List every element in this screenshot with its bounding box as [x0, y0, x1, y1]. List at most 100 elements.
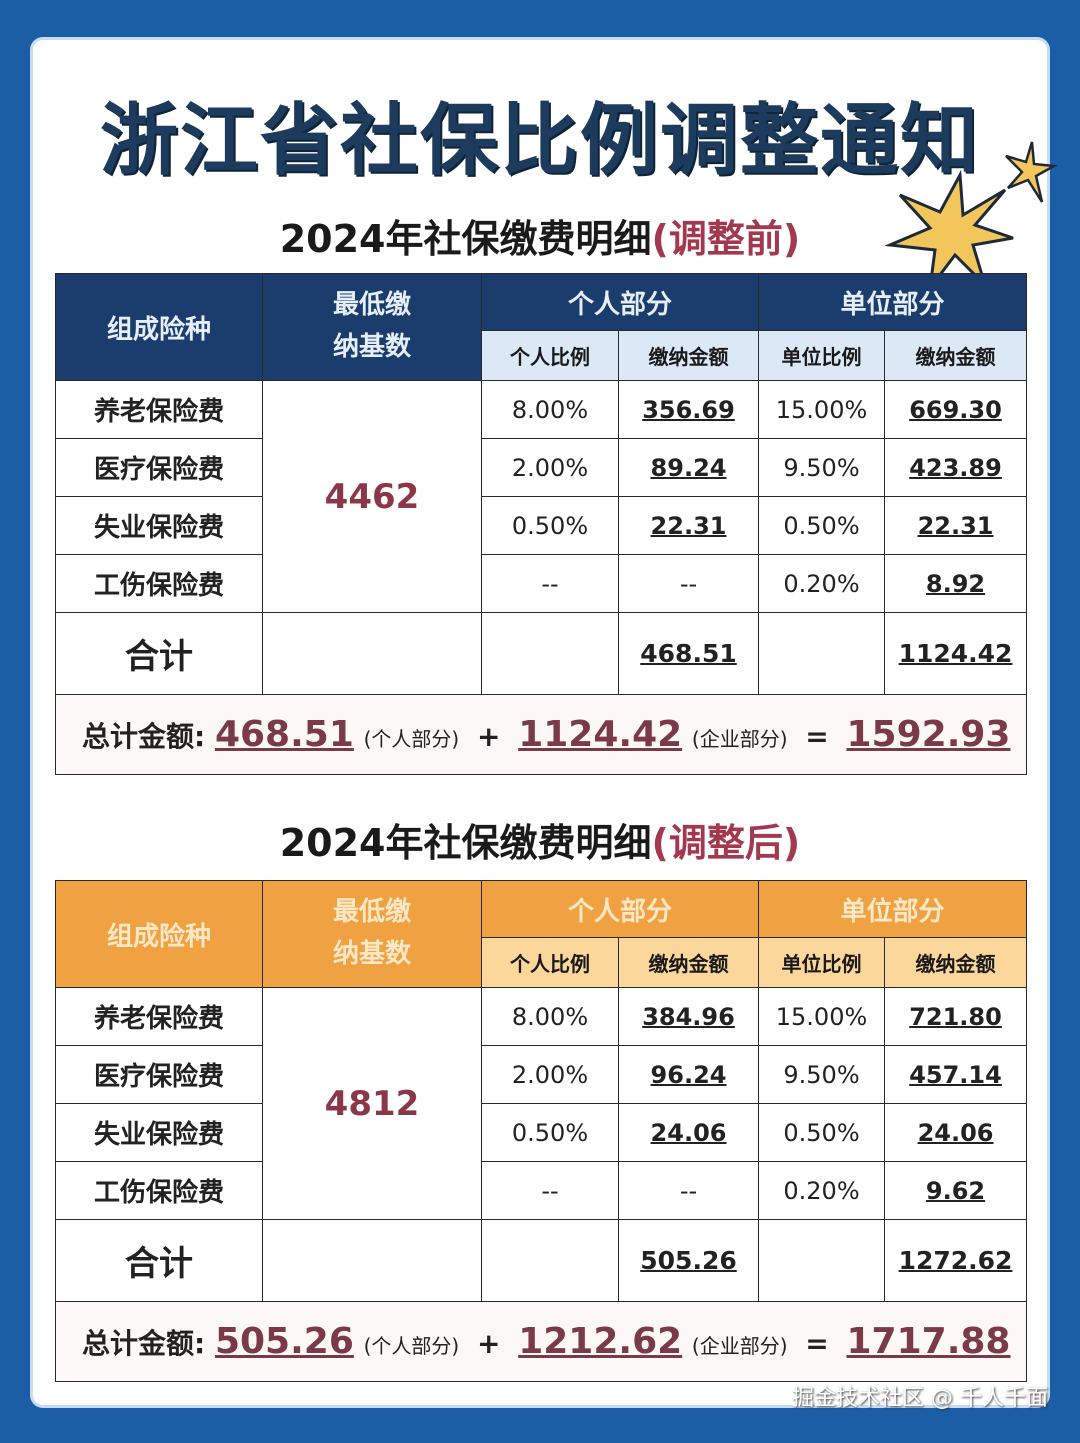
personal-sum: 505.26 [617, 1219, 760, 1302]
personal-rate: -- [481, 554, 619, 613]
unit-amount: 22.31 [884, 496, 1028, 555]
empty-cell [262, 612, 482, 695]
table-row: 医疗保险费 2.00% 89.24 9.50% 423.89 [55, 438, 1028, 497]
subtitle-text: 2024年社保缴费明细 [279, 217, 652, 261]
personal-sum: 468.51 [617, 612, 760, 695]
insurance-type: 养老保险费 [55, 987, 263, 1046]
unit-amount: 24.06 [884, 1103, 1028, 1162]
insurance-type: 失业保险费 [55, 496, 263, 555]
header-unit: 单位部分 [758, 880, 1028, 938]
personal-amount: 356.69 [617, 380, 760, 439]
unit-amount: 669.30 [884, 380, 1028, 439]
header-unit-rate: 单位比例 [758, 937, 886, 988]
unit-amount: 9.62 [884, 1161, 1028, 1220]
unit-amount: 457.14 [884, 1045, 1028, 1104]
header-base: 最低缴纳基数 [262, 273, 482, 381]
personal-amount: 22.31 [617, 496, 760, 555]
unit-rate: 9.50% [758, 1045, 886, 1104]
header-personal: 个人部分 [480, 273, 760, 331]
unit-rate: 15.00% [758, 987, 886, 1046]
unit-amount: 423.89 [884, 438, 1028, 497]
insurance-type: 医疗保险费 [55, 438, 263, 497]
subtitle-text: 2024年社保缴费明细 [279, 821, 652, 865]
sum-label: 合计 [55, 612, 263, 695]
grand-personal: 505.26 [214, 1321, 354, 1362]
before-table: 组成险种 最低缴纳基数 个人部分 单位部分 个人比例 缴纳金额 单位比例 缴纳金… [54, 273, 1028, 775]
header-base: 最低缴纳基数 [262, 880, 482, 988]
insurance-type: 养老保险费 [55, 380, 263, 439]
header-type: 组成险种 [55, 273, 263, 381]
star-small-icon [1005, 141, 1057, 203]
grand-total: 总计金额: 505.26 (个人部分) + 1212.62 (企业部分) = 1… [54, 1301, 1028, 1382]
after-table: 组成险种 最低缴纳基数 个人部分 单位部分 个人比例 缴纳金额 单位比例 缴纳金… [54, 880, 1028, 1382]
header-type: 组成险种 [55, 880, 263, 988]
header-unit: 单位部分 [758, 273, 1028, 331]
header-unit-rate: 单位比例 [758, 330, 886, 381]
personal-amount: 89.24 [617, 438, 760, 497]
unit-sum: 1272.62 [884, 1219, 1028, 1302]
company-label: (企业部分) [691, 727, 788, 751]
personal-rate: 0.50% [481, 496, 619, 555]
sum-row: 合计 468.51 1124.42 [55, 612, 1028, 695]
unit-rate: 0.20% [758, 554, 886, 613]
header-personal: 个人部分 [480, 880, 760, 938]
insurance-type: 失业保险费 [55, 1103, 263, 1162]
personal-amount: 24.06 [617, 1103, 760, 1162]
unit-rate: 0.50% [758, 1103, 886, 1162]
empty-cell [481, 612, 619, 695]
plus-sign: + [476, 720, 501, 753]
empty-cell [262, 1219, 482, 1302]
grand-label: 总计金额: [82, 720, 206, 753]
page-title: 浙江省社保比例调整通知 [99, 96, 980, 186]
personal-amount: 384.96 [617, 987, 760, 1046]
grand-company: 1212.62 [518, 1321, 683, 1362]
minimum-base: 4462 [262, 380, 482, 613]
unit-rate: 0.20% [758, 1161, 886, 1220]
table-row: 养老保险费 4462 8.00% 356.69 15.00% 669.30 [55, 380, 1028, 613]
personal-amount: -- [617, 1161, 760, 1220]
header-unit-amount: 缴纳金额 [884, 937, 1028, 988]
watermark: 掘金技术社区 @ 千人千面 [792, 1386, 1048, 1411]
unit-amount: 8.92 [884, 554, 1028, 613]
unit-amount: 721.80 [884, 987, 1028, 1046]
sum-label: 合计 [55, 1219, 263, 1302]
subtitle-status: (调整前) [651, 217, 801, 261]
table-row: 失业保险费 0.50% 24.06 0.50% 24.06 [55, 1103, 1028, 1162]
personal-amount: 96.24 [617, 1045, 760, 1104]
grand-total-value: 1592.93 [846, 714, 1011, 755]
company-label: (企业部分) [691, 1334, 788, 1358]
personal-rate: -- [481, 1161, 619, 1220]
grand-total: 总计金额: 468.51 (个人部分) + 1124.42 (企业部分) = 1… [54, 694, 1028, 775]
empty-cell [481, 1219, 619, 1302]
unit-rate: 0.50% [758, 496, 886, 555]
personal-rate: 0.50% [481, 1103, 619, 1162]
table-row: 工伤保险费 -- -- 0.20% 8.92 [55, 554, 1028, 613]
insurance-type: 工伤保险费 [55, 1161, 263, 1220]
insurance-type: 医疗保险费 [55, 1045, 263, 1104]
personal-rate: 2.00% [481, 1045, 619, 1104]
personal-amount: -- [617, 554, 760, 613]
plus-sign: + [476, 1327, 501, 1360]
personal-rate: 8.00% [481, 380, 619, 439]
equals-sign: = [805, 720, 829, 753]
unit-sum: 1124.42 [884, 612, 1028, 695]
empty-cell [758, 1219, 886, 1302]
table-subtitle: 2024年社保缴费明细(调整后) [0, 812, 1080, 867]
subtitle-status: (调整后) [651, 821, 801, 865]
personal-rate: 8.00% [481, 987, 619, 1046]
equals-sign: = [805, 1327, 829, 1360]
unit-rate: 15.00% [758, 380, 886, 439]
table-row: 工伤保险费 -- -- 0.20% 9.62 [55, 1161, 1028, 1220]
grand-personal: 468.51 [214, 714, 354, 755]
header-unit-amount: 缴纳金额 [884, 330, 1028, 381]
personal-label: (个人部分) [363, 1334, 460, 1358]
table-row: 医疗保险费 2.00% 96.24 9.50% 457.14 [55, 1045, 1028, 1104]
grand-total-value: 1717.88 [846, 1321, 1011, 1362]
table-subtitle: 2024年社保缴费明细(调整前) [0, 208, 1080, 263]
grand-company: 1124.42 [518, 714, 683, 755]
unit-rate: 9.50% [758, 438, 886, 497]
header-personal-amount: 缴纳金额 [617, 937, 760, 988]
header-personal-rate: 个人比例 [481, 330, 619, 381]
table-row: 养老保险费 4812 8.00% 384.96 15.00% 721.80 [55, 987, 1028, 1220]
header-personal-amount: 缴纳金额 [617, 330, 760, 381]
